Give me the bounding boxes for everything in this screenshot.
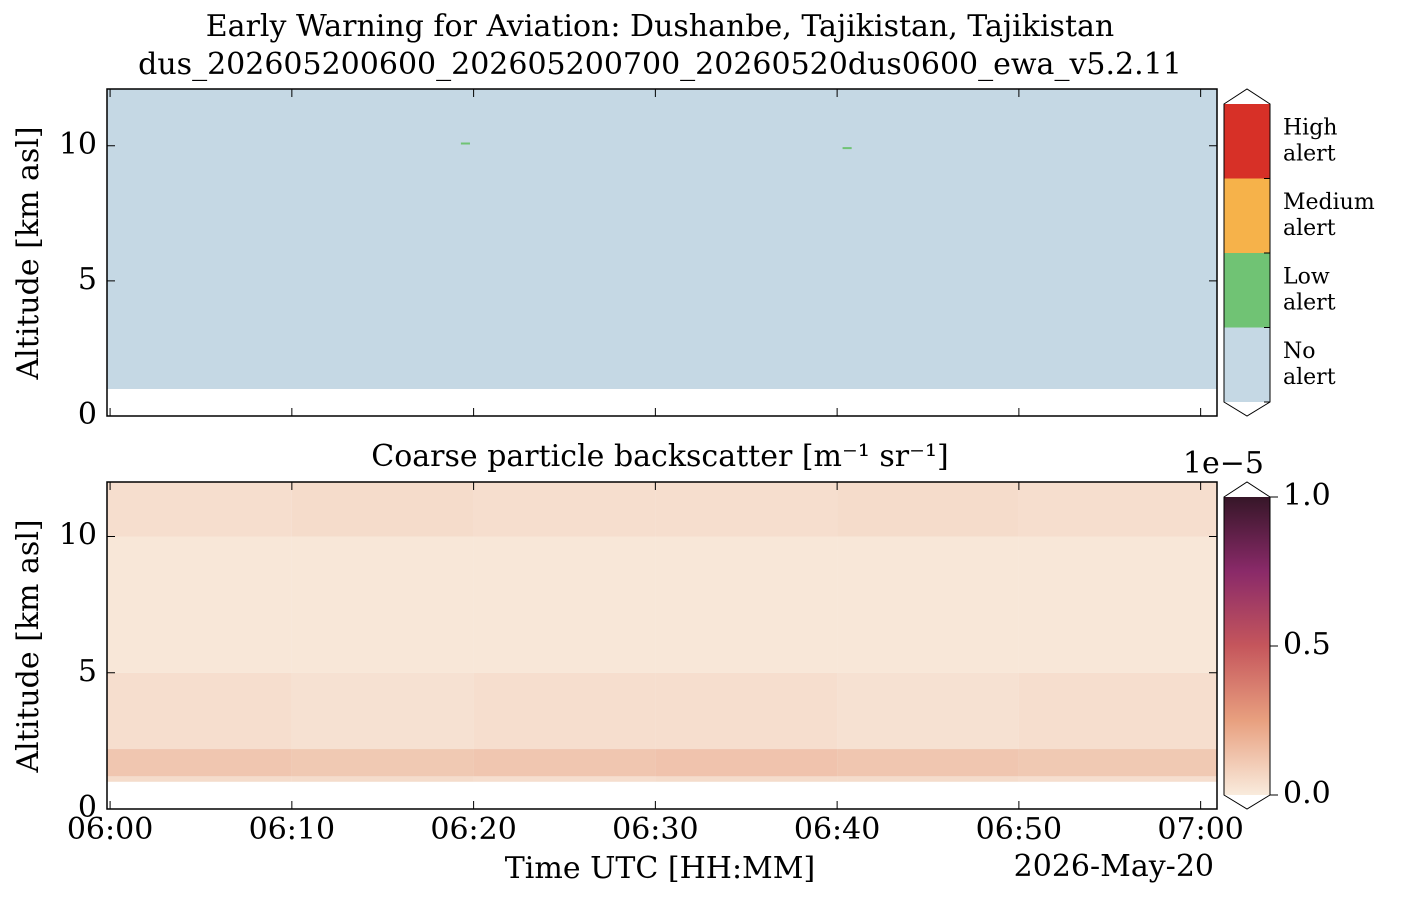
x-tick-label: 07:00	[1157, 812, 1243, 847]
heat-cell	[107, 776, 292, 782]
heat-cell	[837, 536, 1019, 673]
heat-cell	[460, 142, 470, 145]
x-tick-label: 06:10	[249, 812, 335, 847]
legend-label-line: No	[1283, 339, 1316, 364]
y-tick-label: 5	[78, 654, 97, 689]
colorbar-segment	[1224, 327, 1270, 402]
legend-label-line: alert	[1283, 216, 1336, 241]
date-label: 2026-May-20	[1014, 849, 1214, 884]
heat-cell	[291, 776, 474, 782]
colorbar-tick-label: 0.5	[1283, 627, 1331, 662]
heat-cell	[107, 672, 292, 750]
heat-cell	[107, 536, 292, 673]
x-axis-label: Time UTC [HH:MM]	[505, 851, 815, 886]
heat-cell	[291, 672, 474, 750]
y-tick-label: 10	[59, 518, 97, 553]
heat-cell	[1018, 536, 1217, 673]
heat-cell	[107, 89, 1217, 389]
legend-label: Medium alert	[1283, 190, 1375, 241]
colorbar-tick-label: 1.0	[1283, 478, 1331, 513]
heat-cell	[837, 776, 1019, 782]
x-tick-label: 06:00	[67, 812, 153, 847]
heat-cell	[655, 672, 838, 750]
heat-cell	[291, 536, 474, 673]
colorbar	[1224, 497, 1270, 795]
x-tick-label: 06:20	[430, 812, 516, 847]
axes-frame	[106, 88, 1218, 417]
colorbar-offset: 1e−5	[1183, 446, 1264, 481]
heat-cell	[655, 776, 838, 782]
heat-cell	[473, 536, 656, 673]
heat-cell	[837, 482, 1019, 537]
heat-cell	[1018, 749, 1217, 777]
legend-label-line: alert	[1283, 141, 1336, 166]
colorbar-outline	[1223, 88, 1271, 417]
heat-cell	[291, 749, 474, 777]
legend-label-line: alert	[1283, 290, 1336, 315]
heat-cell	[473, 482, 656, 537]
heat-cell	[1018, 482, 1217, 537]
chart-subtitle: dus_202605200600_202605200700_20260520du…	[138, 47, 1182, 82]
legend-label-line: Medium	[1283, 190, 1375, 215]
chart-title: Early Warning for Aviation: Dushanbe, Ta…	[206, 9, 1114, 44]
x-tick-label: 06:50	[976, 812, 1062, 847]
heat-cell	[473, 776, 656, 782]
heat-cell	[655, 536, 838, 673]
heat-cell	[473, 672, 656, 750]
heat-cell	[655, 482, 838, 537]
y-axis-label: Altitude [km asl]	[11, 519, 46, 773]
heat-cell	[473, 749, 656, 777]
colorbar-segment	[1224, 104, 1270, 179]
y-tick-label: 10	[59, 127, 97, 162]
heat-cell	[107, 482, 292, 537]
heat-cell	[837, 672, 1019, 750]
colorbar-segment	[1224, 253, 1270, 328]
y-tick-label: 0	[78, 397, 97, 432]
legend-label: No alert	[1283, 339, 1336, 390]
panel-title: Coarse particle backscatter [m⁻¹ sr⁻¹]	[371, 439, 948, 474]
y-tick-label: 5	[78, 262, 97, 297]
legend-label-line: High	[1283, 115, 1337, 140]
heat-cell	[655, 749, 838, 777]
y-tick-label: 0	[78, 790, 97, 825]
heat-cell	[107, 749, 292, 777]
legend-label: Low alert	[1283, 264, 1336, 315]
axes-frame	[106, 481, 1218, 810]
legend-label-line: Low	[1283, 264, 1330, 289]
heat-cell	[837, 749, 1019, 777]
x-tick-label: 06:40	[794, 812, 880, 847]
heat-cell	[842, 147, 852, 150]
legend-label-line: alert	[1283, 365, 1336, 390]
heat-cell	[1018, 672, 1217, 750]
heat-cell	[291, 482, 474, 537]
colorbar-segment	[1224, 178, 1270, 253]
legend-label: High alert	[1283, 115, 1337, 166]
y-axis-label: Altitude [km asl]	[11, 126, 46, 380]
colorbar-tick-label: 0.0	[1283, 776, 1331, 811]
heat-cell	[1018, 776, 1217, 782]
x-tick-label: 06:30	[612, 812, 698, 847]
